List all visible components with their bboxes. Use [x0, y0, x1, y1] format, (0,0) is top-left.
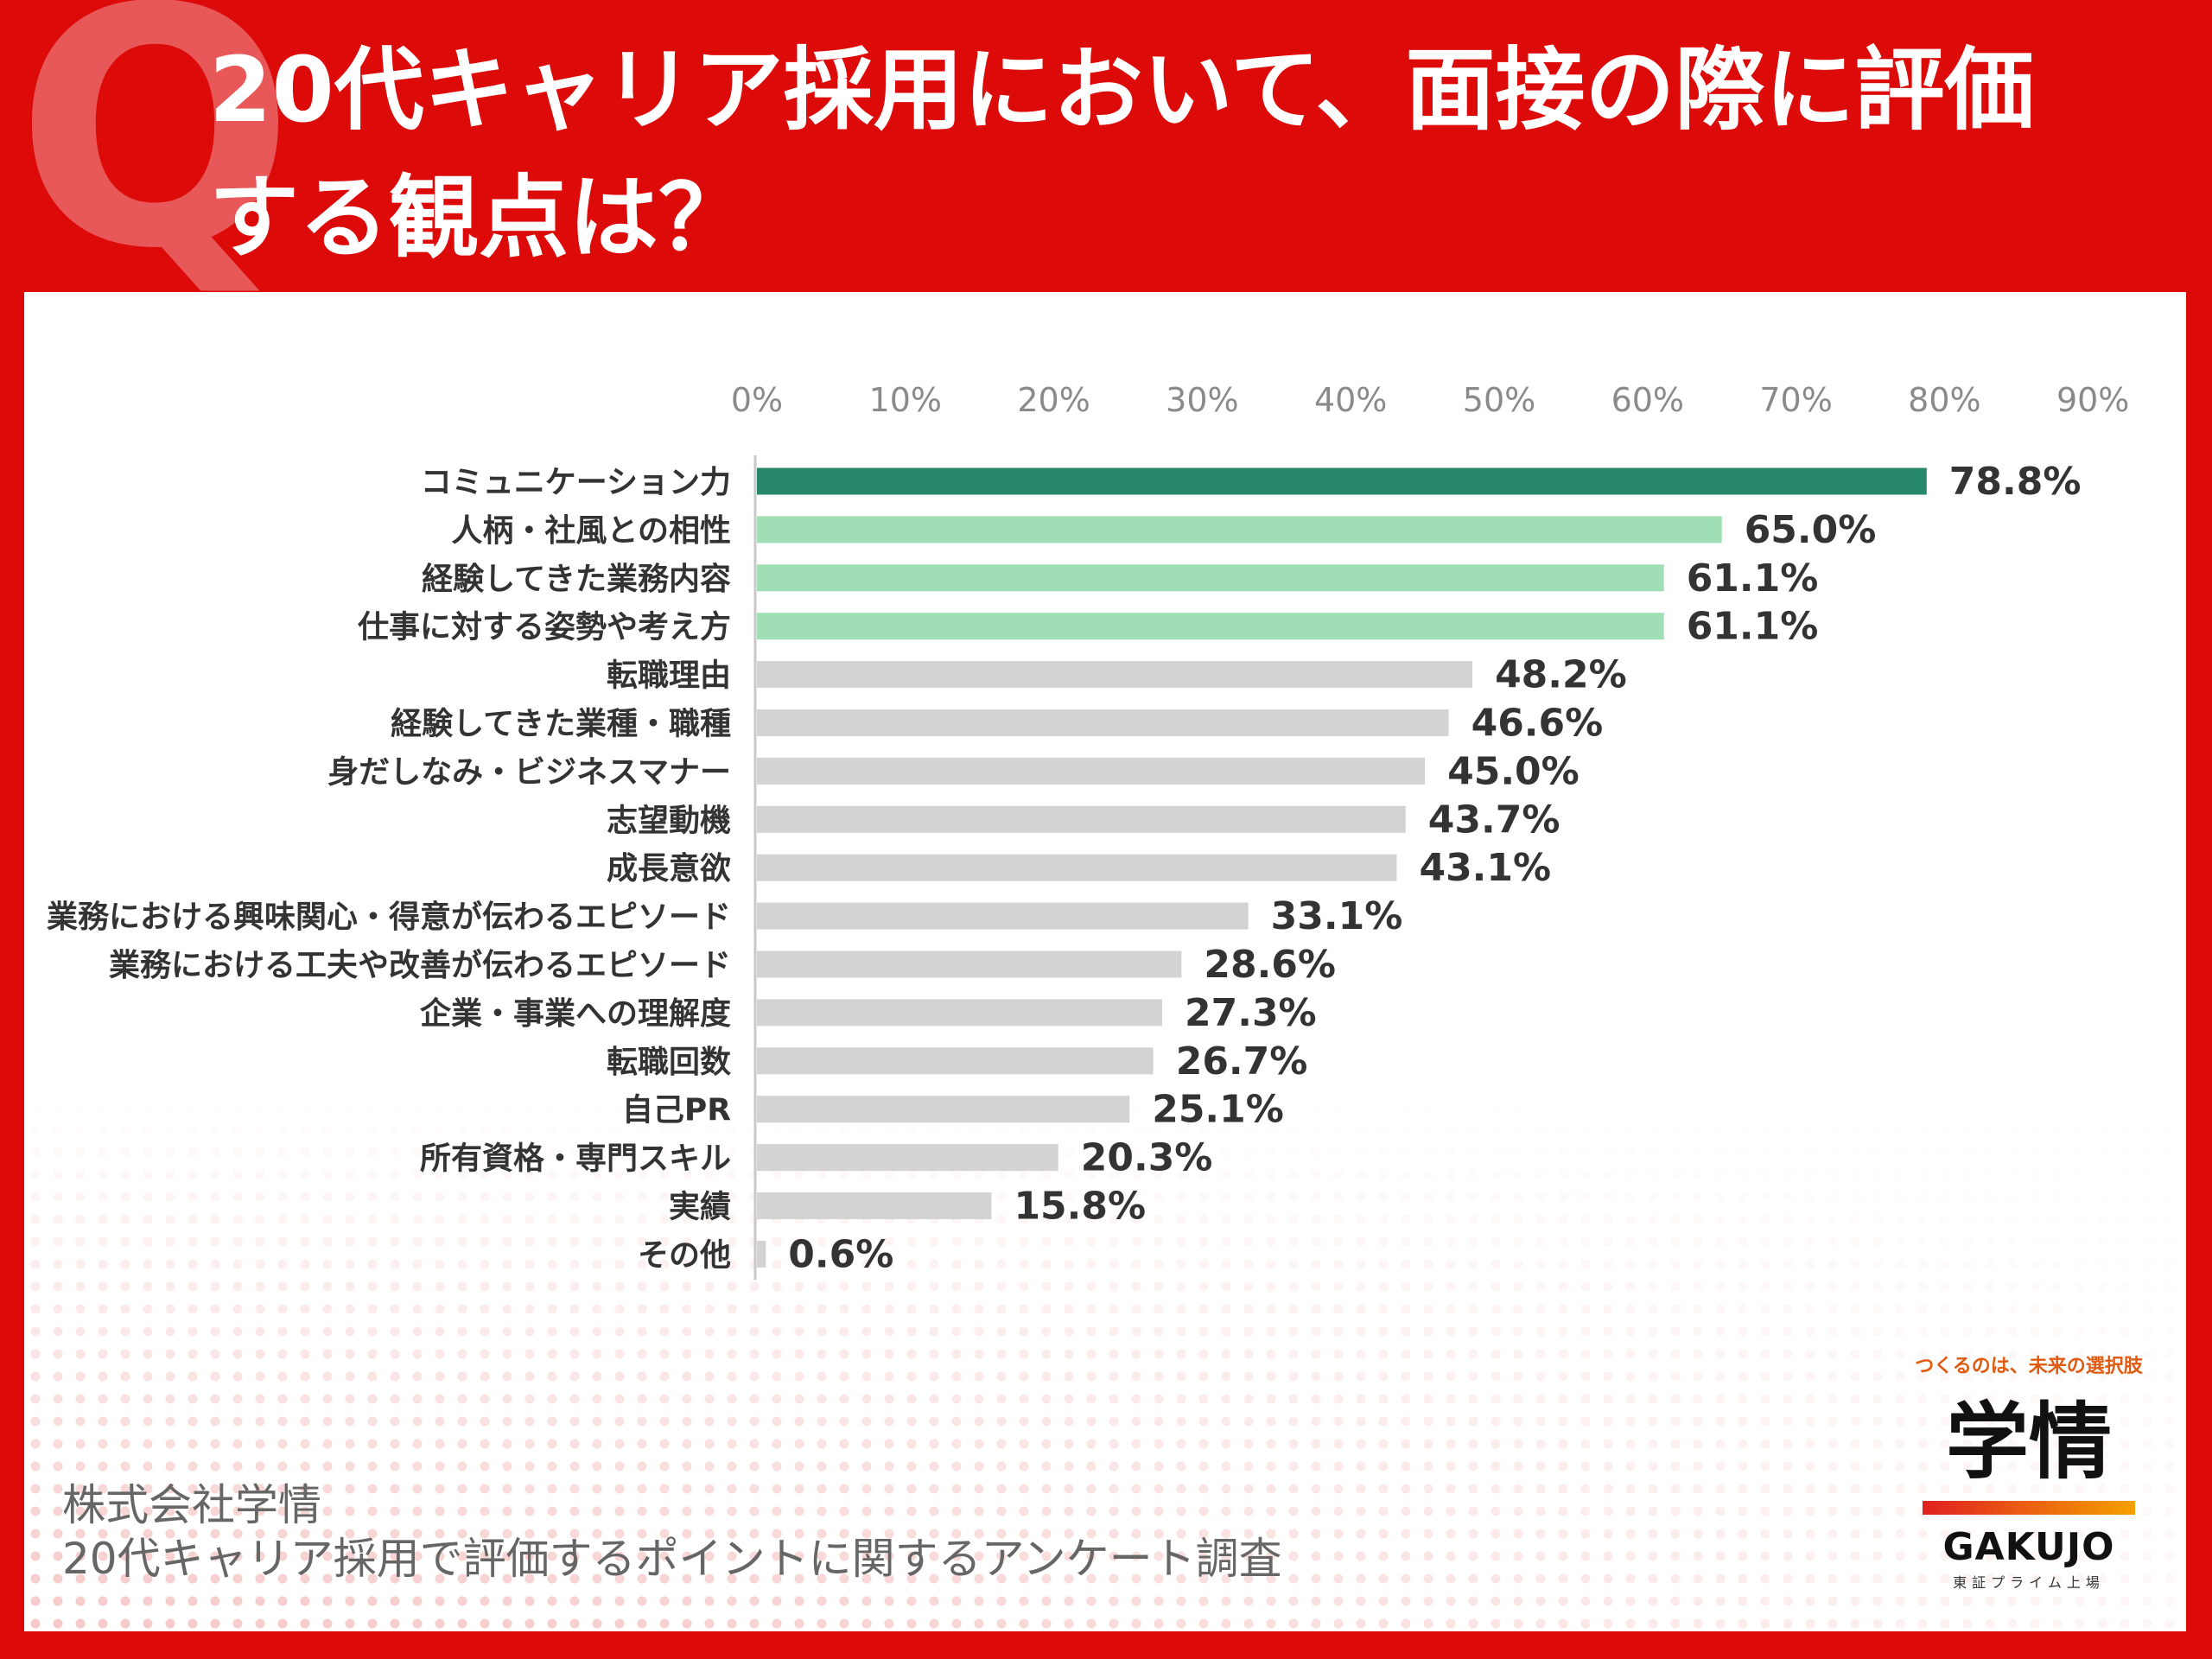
bar	[757, 1240, 766, 1268]
x-tick-label: 70%	[1759, 381, 1832, 419]
category-label: コミュニケーション力	[421, 465, 731, 500]
source-survey: 20代キャリア採用で評価するポイントに関するアンケート調査	[62, 1534, 1282, 1584]
bar-chart: 0% 10% 20% 30% 40% 50% 60% 70% 80% 90% コミュニケーション力 7…	[47, 381, 2129, 1281]
bar	[757, 613, 1664, 640]
value-label: 65.0%	[1745, 508, 1877, 552]
x-tick-label: 60%	[1611, 381, 1684, 419]
bar	[757, 1144, 1058, 1172]
bar	[757, 757, 1426, 785]
logo-mark: 学情	[1946, 1393, 2112, 1491]
category-label: 仕事に対する姿勢や考え方	[358, 610, 731, 645]
logo-name: GAKUJO	[1942, 1525, 2115, 1569]
category-label: 経験してきた業種・職種	[391, 707, 731, 742]
value-label: 26.7%	[1176, 1039, 1308, 1084]
bar	[757, 564, 1664, 592]
x-tick-label: 0%	[731, 381, 783, 419]
value-label: 48.2%	[1495, 653, 1627, 697]
value-label: 45.0%	[1447, 749, 1580, 793]
bar	[757, 950, 1182, 978]
value-label: 27.3%	[1185, 991, 1317, 1035]
value-label: 46.6%	[1471, 702, 1604, 746]
value-label: 61.1%	[1687, 556, 1819, 601]
category-label: 企業・事業への理解度	[420, 995, 731, 1032]
category-label: 自己PR	[622, 1093, 731, 1128]
source-company: 株式会社学情	[62, 1480, 321, 1530]
value-label: 43.1%	[1419, 846, 1551, 890]
category-label: 成長意欲	[607, 851, 731, 887]
value-label: 20.3%	[1081, 1136, 1213, 1180]
bar	[757, 999, 1163, 1027]
bar	[757, 805, 1406, 833]
x-tick-label: 20%	[1017, 381, 1090, 419]
bar	[757, 902, 1249, 930]
value-label: 0.6%	[788, 1232, 893, 1276]
x-tick-label: 80%	[1908, 381, 1980, 419]
bar	[757, 709, 1449, 736]
content-panel: 0% 10% 20% 30% 40% 50% 60% 70% 80% 90% コミュニケーション力 7…	[24, 292, 2186, 1631]
bar	[757, 854, 1397, 881]
x-tick-label: 90%	[2056, 381, 2129, 419]
title-line-1: 20代キャリア採用において、面接の際に評価	[209, 37, 2035, 143]
category-label: 業務における工夫や改善が伝わるエピソード	[109, 948, 731, 983]
bar	[757, 516, 1722, 543]
logo-subtitle: 東証プライム上場	[1953, 1574, 2105, 1591]
gakujo-logo: つくるのは、未来の選択肢 学情 GAKUJO 東証プライム上場	[1886, 1351, 2171, 1601]
source-credit: 株式会社学情 20代キャリア採用で評価するポイントに関するアンケート調査	[62, 1478, 1282, 1586]
category-label: 実績	[669, 1190, 731, 1225]
page-title: 20代キャリア採用において、面接の際に評価 する観点は？	[209, 26, 2035, 282]
category-label: 転職回数	[607, 1045, 731, 1080]
x-tick-label: 40%	[1314, 381, 1387, 419]
logo-tagline: つくるのは、未来の選択肢	[1915, 1356, 2143, 1377]
bar	[757, 661, 1473, 689]
bar	[757, 467, 1927, 495]
x-tick-label: 50%	[1463, 381, 1535, 419]
value-label: 25.1%	[1152, 1088, 1284, 1132]
category-label: 人柄・社風との相性	[451, 513, 731, 549]
logo-gradient-bar	[1923, 1501, 2135, 1515]
bar	[757, 1047, 1154, 1075]
bar	[757, 1096, 1130, 1123]
category-label: 身だしなみ・ビジネスマナー	[327, 754, 731, 790]
title-line-2: する観点は？	[209, 165, 749, 270]
value-label: 28.6%	[1204, 943, 1336, 987]
q-mark: Q	[16, 0, 295, 321]
category-label: 転職理由	[607, 658, 731, 694]
value-label: 15.8%	[1014, 1185, 1146, 1229]
value-label: 33.1%	[1271, 894, 1403, 938]
value-label: 61.1%	[1687, 605, 1819, 649]
category-label: その他	[638, 1237, 731, 1273]
x-tick-label: 10%	[869, 381, 942, 419]
category-label: 志望動機	[607, 803, 731, 838]
category-label: 業務における興味関心・得意が伝わるエピソード	[47, 899, 731, 935]
category-label: 経験してきた業務内容	[422, 562, 731, 597]
x-tick-label: 30%	[1166, 381, 1238, 419]
value-label: 78.8%	[1949, 460, 2082, 504]
category-label: 所有資格・専門スキル	[420, 1141, 731, 1177]
bar	[757, 1192, 992, 1219]
value-label: 43.7%	[1428, 798, 1560, 842]
